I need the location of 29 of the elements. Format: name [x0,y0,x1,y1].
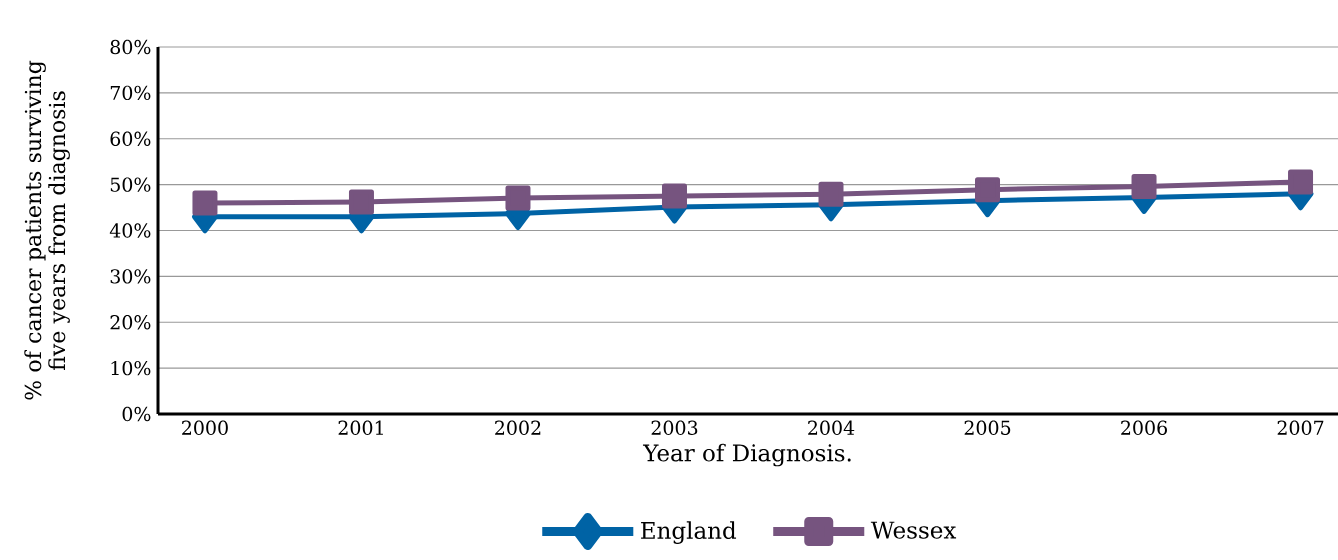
x-tick-label: 2003 [651,420,698,435]
y-tick-label: 30% [110,269,151,284]
x-axis-title: Year of Diagnosis. [642,443,851,467]
point [348,189,374,215]
y-axis-title: % of cancer patients surviving five years from diagnosis [24,60,70,400]
y-tick-label: 50% [110,177,151,192]
y-tick-label: 10% [111,360,151,376]
point [661,183,687,209]
x-tick-label: 2000 [182,420,228,435]
y-tick-label: 20% [110,315,151,330]
point [1288,169,1314,195]
x-tick-label: 2004 [808,420,855,435]
legend-label: Wessex [870,521,957,539]
x-tick-label: 2001 [338,420,383,435]
point [505,185,531,211]
y-tick-label: 0% [122,406,151,422]
point [1131,173,1157,199]
y-tick-label: 80% [110,39,151,55]
y-tick-label: 40% [109,223,151,238]
x-tick-label: 2007 [1277,420,1324,435]
x-tick-label: 2005 [964,420,1011,435]
point [192,190,218,216]
legend-label: England [641,521,737,544]
point [818,181,844,207]
point [975,177,1001,203]
x-tick-label: 2002 [495,420,541,435]
y-tick-label: 70% [110,85,151,101]
y-tick-label: 60% [110,131,151,146]
x-tick-label: 2006 [1121,420,1167,435]
